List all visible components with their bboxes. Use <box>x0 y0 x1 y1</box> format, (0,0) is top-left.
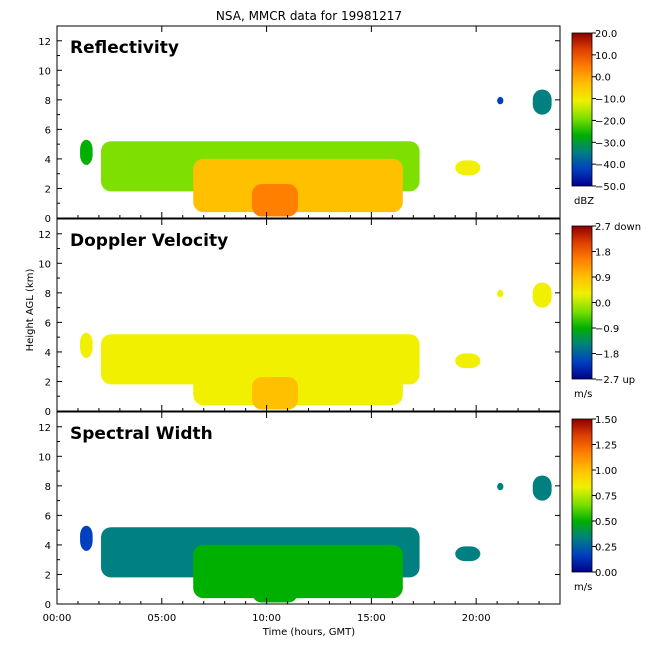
panel-0: Reflectivity 0 2 4 6 8 10 12 20.0 10.0 0.0 −10.0 −20… <box>38 25 626 225</box>
colorbar <box>571 32 593 187</box>
figure-title: NSA, MMCR data for 19981217 <box>216 9 402 23</box>
colorbar-tick-label: −1.8 <box>595 350 619 361</box>
colorbar-unit: m/s <box>574 582 592 593</box>
colorbar-unit: m/s <box>574 389 592 400</box>
panel-1: Doppler Velocity 0 2 4 6 8 10 12 2.7 down 1.8 0.9 0… <box>38 218 641 418</box>
x-tick-label: 20:00 <box>462 613 491 624</box>
colorbar-tick-label: 0.0 <box>595 299 611 310</box>
y-tick-label: 8 <box>45 482 51 493</box>
colorbar-tick-label: −50.0 <box>595 182 626 193</box>
panel-2: Spectral Width 0 2 4 6 8 10 12 00:00 05:00 10:00 15… <box>38 411 617 624</box>
panel-title: Doppler Velocity <box>70 231 228 251</box>
echo-region-6 <box>532 475 552 501</box>
colorbar-tick-label: 1.00 <box>595 466 617 477</box>
colorbar-tick-label: 1.8 <box>595 248 611 259</box>
echo-region-4 <box>455 160 481 176</box>
y-tick-label: 4 <box>45 348 51 359</box>
colorbar-tick-label: 0.9 <box>595 273 611 284</box>
colorbar <box>571 225 593 380</box>
colorbar-tick-label: −2.7 up <box>595 375 635 386</box>
colorbar-tick-label: 20.0 <box>595 29 617 40</box>
colorbar-tick-label: 0.50 <box>595 517 617 528</box>
y-tick-label: 0 <box>45 600 51 611</box>
y-tick-label: 0 <box>45 407 51 418</box>
y-tick-label: 10 <box>38 452 51 463</box>
colorbar <box>571 418 593 573</box>
x-tick-label: 05:00 <box>147 613 176 624</box>
echo-region-0 <box>80 139 93 165</box>
colorbar-unit: dBZ <box>574 196 594 207</box>
echo-region-4 <box>455 353 481 369</box>
x-tick-label: 15:00 <box>357 613 386 624</box>
echo-region-4 <box>455 546 481 562</box>
y-tick-label: 6 <box>45 511 51 522</box>
echo-region-2 <box>193 544 403 599</box>
panel-title: Reflectivity <box>70 38 179 58</box>
y-tick-label: 0 <box>45 214 51 225</box>
echo-region-2 <box>193 158 403 213</box>
colorbar-tick-label: −30.0 <box>595 138 626 149</box>
y-tick-label: 10 <box>38 66 51 77</box>
colorbar-tick-label: −0.9 <box>595 324 619 335</box>
colorbar-tick-label: −40.0 <box>595 160 626 171</box>
echo-region-2 <box>193 351 403 406</box>
y-tick-label: 8 <box>45 96 51 107</box>
colorbar-tick-label: 0.25 <box>595 543 617 554</box>
colorbar-tick-label: 0.0 <box>595 73 611 84</box>
y-tick-label: 12 <box>38 37 51 48</box>
y-tick-label: 12 <box>38 423 51 434</box>
y-tick-label: 2 <box>45 570 51 581</box>
colorbar-tick-label: 1.50 <box>595 415 617 426</box>
colorbar-tick-label: −10.0 <box>595 95 626 106</box>
y-tick-label: 4 <box>45 541 51 552</box>
echo-region-5 <box>497 482 504 491</box>
y-tick-label: 6 <box>45 125 51 136</box>
echo-region-6 <box>532 89 552 115</box>
y-tick-label: 12 <box>38 230 51 241</box>
y-tick-label: 4 <box>45 155 51 166</box>
y-tick-label: 2 <box>45 184 51 195</box>
echo-region-5 <box>497 289 504 298</box>
echo-region-3 <box>251 570 299 603</box>
echo-region-0 <box>80 332 93 358</box>
colorbar-tick-label: −20.0 <box>595 116 626 127</box>
echo-region-3 <box>251 377 299 410</box>
x-axis-label: Time (hours, GMT) <box>262 627 356 638</box>
x-tick-label: 00:00 <box>43 613 72 624</box>
x-tick-label: 10:00 <box>252 613 281 624</box>
y-tick-label: 10 <box>38 259 51 270</box>
echo-region-0 <box>80 525 93 551</box>
colorbar-tick-label: 0.75 <box>595 492 617 503</box>
panel-title: Spectral Width <box>70 424 213 444</box>
colorbar-tick-label: 10.0 <box>595 51 617 62</box>
y-axis-label: Height AGL (km) <box>25 269 36 352</box>
colorbar-tick-label: 0.00 <box>595 568 617 579</box>
y-tick-label: 6 <box>45 318 51 329</box>
colorbar-tick-label: 2.7 down <box>595 222 641 233</box>
colorbar-tick-label: 1.25 <box>595 441 617 452</box>
echo-region-5 <box>497 96 504 105</box>
y-tick-label: 8 <box>45 289 51 300</box>
panels-group: Reflectivity02468101220.010.00.0−10.0−20… <box>38 25 641 624</box>
echo-region-6 <box>532 282 552 308</box>
echo-region-3 <box>251 184 299 217</box>
y-tick-label: 2 <box>45 377 51 388</box>
